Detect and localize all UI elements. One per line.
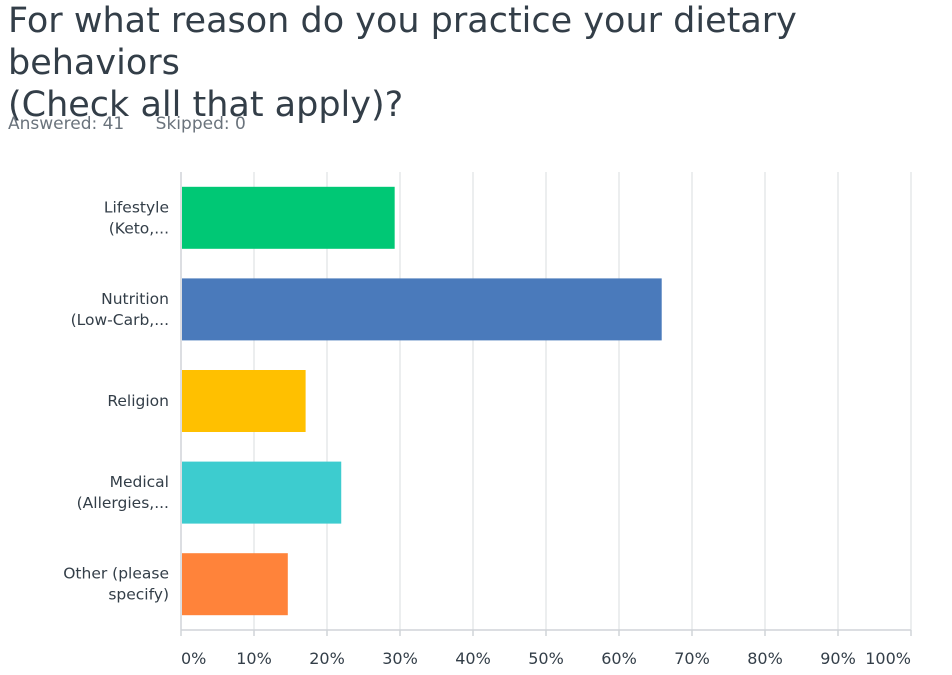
gridlines: [253, 172, 912, 630]
category-label-line: Nutrition: [101, 290, 169, 308]
category-label-line: (Low-Carb,...: [71, 311, 169, 329]
bars: [182, 186, 662, 616]
category-labels: Lifestyle (Keto,... Nutrition (Low-Carb,...…: [63, 198, 169, 603]
x-tick-label: 40%: [455, 649, 491, 668]
category-label-line: Other (please: [63, 565, 169, 583]
x-tick-label: 10%: [236, 649, 272, 668]
category-label-line: Medical: [110, 473, 169, 491]
response-stats: Answered: 41 Skipped: 0: [8, 114, 272, 134]
x-tick-label: 90%: [820, 649, 856, 668]
bar: [182, 461, 342, 524]
axes: [180, 172, 912, 636]
bar: [182, 186, 395, 249]
category-label-line: Religion: [107, 392, 169, 410]
category-label-line: (Allergies,...: [77, 494, 169, 512]
category-label-line: Lifestyle: [104, 198, 169, 216]
x-tick-label: 100%: [865, 649, 911, 668]
bar: [182, 553, 288, 616]
category-label: Nutrition (Low-Carb,...: [71, 290, 169, 329]
question-title: For what reason do you practice your die…: [8, 1, 797, 125]
category-label: Other (please specify): [63, 565, 169, 604]
bar: [182, 370, 306, 432]
x-tick-label: 0%: [181, 649, 206, 668]
x-tick-label: 70%: [674, 649, 710, 668]
category-label: Lifestyle (Keto,...: [104, 198, 169, 237]
category-label: Medical (Allergies,...: [77, 473, 169, 512]
skipped-count: Skipped: 0: [155, 114, 246, 134]
x-tick-label: 80%: [747, 649, 783, 668]
x-tick-label: 30%: [382, 649, 418, 668]
bar: [182, 278, 662, 341]
category-label: Religion: [107, 392, 169, 410]
answered-count: Answered: 41: [8, 114, 125, 134]
category-label-line: (Keto,...: [109, 219, 169, 237]
x-tick-label: 60%: [601, 649, 637, 668]
category-label-line: specify): [108, 586, 169, 604]
x-tick-label: 50%: [528, 649, 564, 668]
x-tick-label: 20%: [309, 649, 345, 668]
tick-labels: 0% 10% 20% 30% 40% 50% 60% 70% 80% 90% 100%: [181, 649, 911, 668]
